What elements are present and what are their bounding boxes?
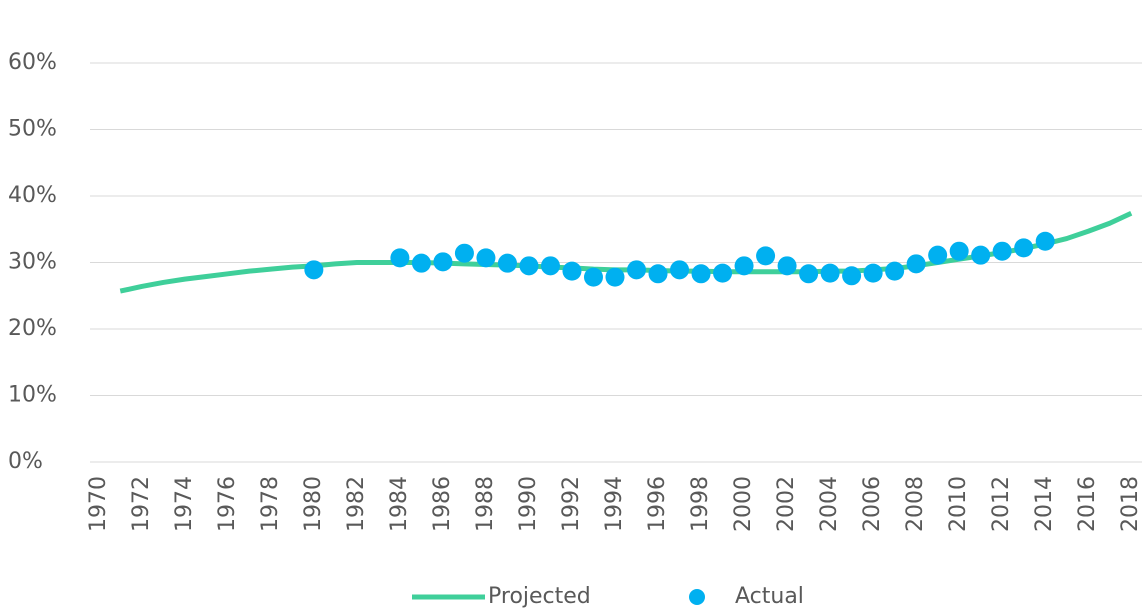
y-tick-label: 50%: [8, 117, 57, 142]
x-tick-label: 1992: [559, 476, 584, 532]
x-tick-label: 2018: [1118, 476, 1143, 532]
actual-point: [992, 241, 1012, 261]
x-tick-label: 2000: [731, 476, 756, 532]
x-tick-label: 2006: [860, 476, 885, 532]
actual-point: [928, 245, 948, 265]
legend-swatch: [689, 589, 705, 605]
actual-point: [540, 256, 560, 276]
x-tick-label: 1996: [645, 476, 670, 532]
x-tick-label: 1974: [172, 476, 197, 532]
y-tick-label: 60%: [8, 50, 57, 75]
x-tick-label: 2012: [989, 476, 1014, 532]
x-tick-label: 1988: [473, 476, 498, 532]
actual-point: [971, 245, 991, 265]
actual-point: [670, 260, 690, 280]
actual-point: [454, 243, 474, 263]
x-tick-label: 1990: [516, 476, 541, 532]
y-tick-label: 10%: [8, 383, 57, 408]
actual-point: [411, 253, 431, 273]
actual-point: [756, 246, 776, 266]
actual-point: [648, 264, 668, 284]
x-tick-label: 2016: [1075, 476, 1100, 532]
x-tick-label: 1998: [688, 476, 713, 532]
actual-point: [734, 256, 754, 276]
actual-point: [799, 264, 819, 284]
x-tick-label: 1986: [430, 476, 455, 532]
actual-point: [820, 263, 840, 283]
x-tick-label: 2004: [817, 476, 842, 532]
actual-point: [949, 241, 969, 261]
y-tick-label: 40%: [8, 183, 57, 208]
y-tick-label: 20%: [8, 316, 57, 341]
legend-label: Projected: [488, 584, 591, 609]
actual-point: [304, 260, 324, 280]
x-tick-label: 1994: [602, 476, 627, 532]
actual-point: [691, 264, 711, 284]
actual-point: [842, 266, 862, 286]
actual-point: [519, 256, 539, 276]
actual-point: [863, 263, 883, 283]
x-tick-label: 2008: [903, 476, 928, 532]
actual-point: [627, 260, 647, 280]
x-tick-label: 1982: [344, 476, 369, 532]
actual-point: [1014, 238, 1034, 258]
actual-point: [562, 261, 582, 281]
x-tick-label: 2002: [774, 476, 799, 532]
actual-point: [390, 248, 410, 268]
legend-label: Actual: [735, 584, 804, 609]
x-tick-label: 1976: [215, 476, 240, 532]
x-tick-label: 2014: [1032, 476, 1057, 532]
actual-point: [605, 267, 625, 287]
actual-point: [713, 263, 733, 283]
actual-point: [906, 254, 926, 274]
x-tick-label: 1984: [387, 476, 412, 532]
actual-point: [583, 267, 603, 287]
actual-point: [1035, 231, 1055, 251]
actual-point: [476, 248, 496, 268]
y-tick-label: 0%: [8, 449, 43, 474]
actual-point: [777, 256, 797, 276]
x-tick-label: 2010: [946, 476, 971, 532]
x-tick-label: 1972: [129, 476, 154, 532]
x-tick-label: 1978: [258, 476, 283, 532]
x-tick-label: 1980: [301, 476, 326, 532]
actual-point: [885, 261, 905, 281]
actual-point: [497, 253, 517, 273]
x-tick-label: 1970: [86, 476, 111, 532]
y-tick-label: 30%: [8, 250, 57, 275]
actual-point: [433, 252, 453, 272]
